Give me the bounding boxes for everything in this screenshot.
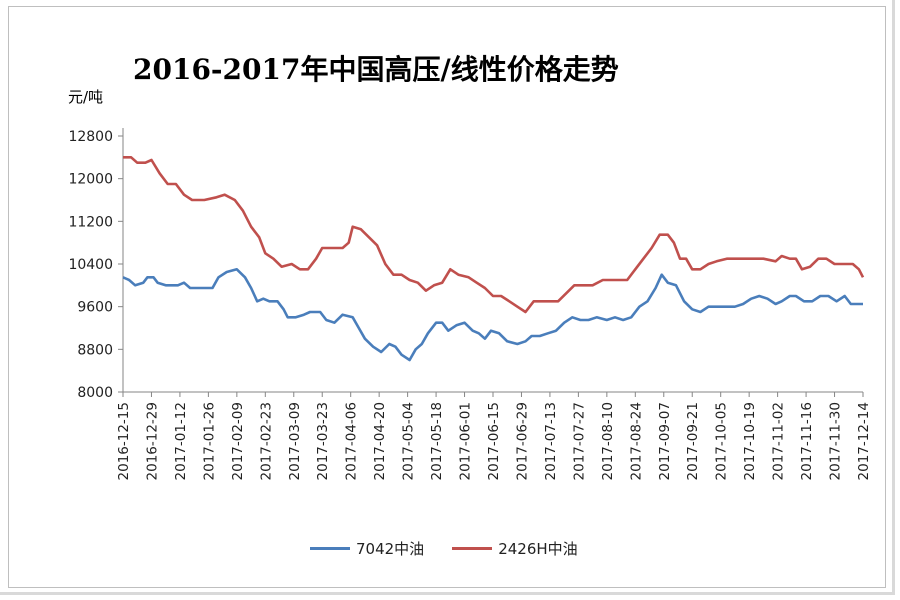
chart-title: 2016-2017年中国高压/线性价格走势 xyxy=(133,53,619,86)
legend-item-series-2: 2426H中油 xyxy=(452,538,578,559)
y-tick-label: 12000 xyxy=(68,172,113,188)
x-tick-label: 2016-12-15 xyxy=(116,402,132,480)
y-axis-unit-label: 元/吨 xyxy=(68,88,104,106)
x-tick-label: 2017-09-21 xyxy=(685,402,701,480)
x-tick-label: 2017-03-09 xyxy=(287,402,303,480)
y-axis-ticks: 8000 8800 9600 10400 11200 12000 12800 xyxy=(68,129,123,401)
x-tick-label: 2017-10-19 xyxy=(742,402,758,480)
x-tick-label: 2017-02-23 xyxy=(258,402,274,480)
legend: 7042中油 2426H中油 xyxy=(310,538,578,559)
x-axis-ticks: 2016-12-15 2016-12-29 2017-01-12 2017-01-26… xyxy=(116,392,872,480)
x-tick-label: 2017-02-09 xyxy=(230,402,246,480)
x-tick-label: 2017-07-13 xyxy=(543,402,559,480)
x-tick-label: 2017-11-02 xyxy=(771,402,787,480)
legend-swatch-series-2 xyxy=(452,547,493,550)
x-tick-label: 2017-11-30 xyxy=(828,402,844,480)
legend-item-series-1: 7042中油 xyxy=(310,538,424,559)
y-tick-label: 11200 xyxy=(68,214,113,230)
x-tick-label: 2017-01-12 xyxy=(173,402,189,480)
x-tick-label: 2017-05-18 xyxy=(429,402,445,480)
series-line-1 xyxy=(122,267,863,362)
y-tick-label: 9600 xyxy=(77,300,113,316)
x-tick-label: 2017-06-15 xyxy=(486,402,502,480)
x-tick-label: 2017-04-06 xyxy=(344,402,360,480)
series-lines xyxy=(122,156,865,362)
x-tick-label: 2017-10-05 xyxy=(714,402,730,480)
x-tick-label: 2017-07-27 xyxy=(571,402,587,480)
x-tick-label: 2017-08-10 xyxy=(600,402,616,480)
x-tick-label: 2017-06-01 xyxy=(458,402,474,480)
x-tick-label: 2016-12-29 xyxy=(144,402,160,480)
x-tick-label: 2017-06-29 xyxy=(514,402,530,480)
y-tick-label: 8800 xyxy=(77,342,113,358)
x-tick-label: 2017-09-07 xyxy=(657,402,673,480)
x-tick-label: 2017-04-20 xyxy=(372,402,388,480)
legend-swatch-series-1 xyxy=(310,547,350,550)
y-tick-label: 10400 xyxy=(68,257,113,273)
chart-area-border xyxy=(8,6,886,588)
legend-label-series-1: 7042中油 xyxy=(356,540,425,558)
series-line-2 xyxy=(123,156,865,314)
x-tick-label: 2017-12-14 xyxy=(856,402,872,480)
legend-label-series-2: 2426H中油 xyxy=(498,540,578,558)
y-tick-label: 12800 xyxy=(68,129,113,145)
y-tick-label: 8000 xyxy=(77,385,113,401)
x-tick-label: 2017-08-24 xyxy=(628,402,644,480)
x-tick-label: 2017-11-16 xyxy=(799,402,815,480)
x-tick-label: 2017-01-26 xyxy=(201,402,217,480)
x-tick-label: 2017-05-04 xyxy=(401,402,417,480)
x-tick-label: 2017-03-23 xyxy=(315,402,331,480)
